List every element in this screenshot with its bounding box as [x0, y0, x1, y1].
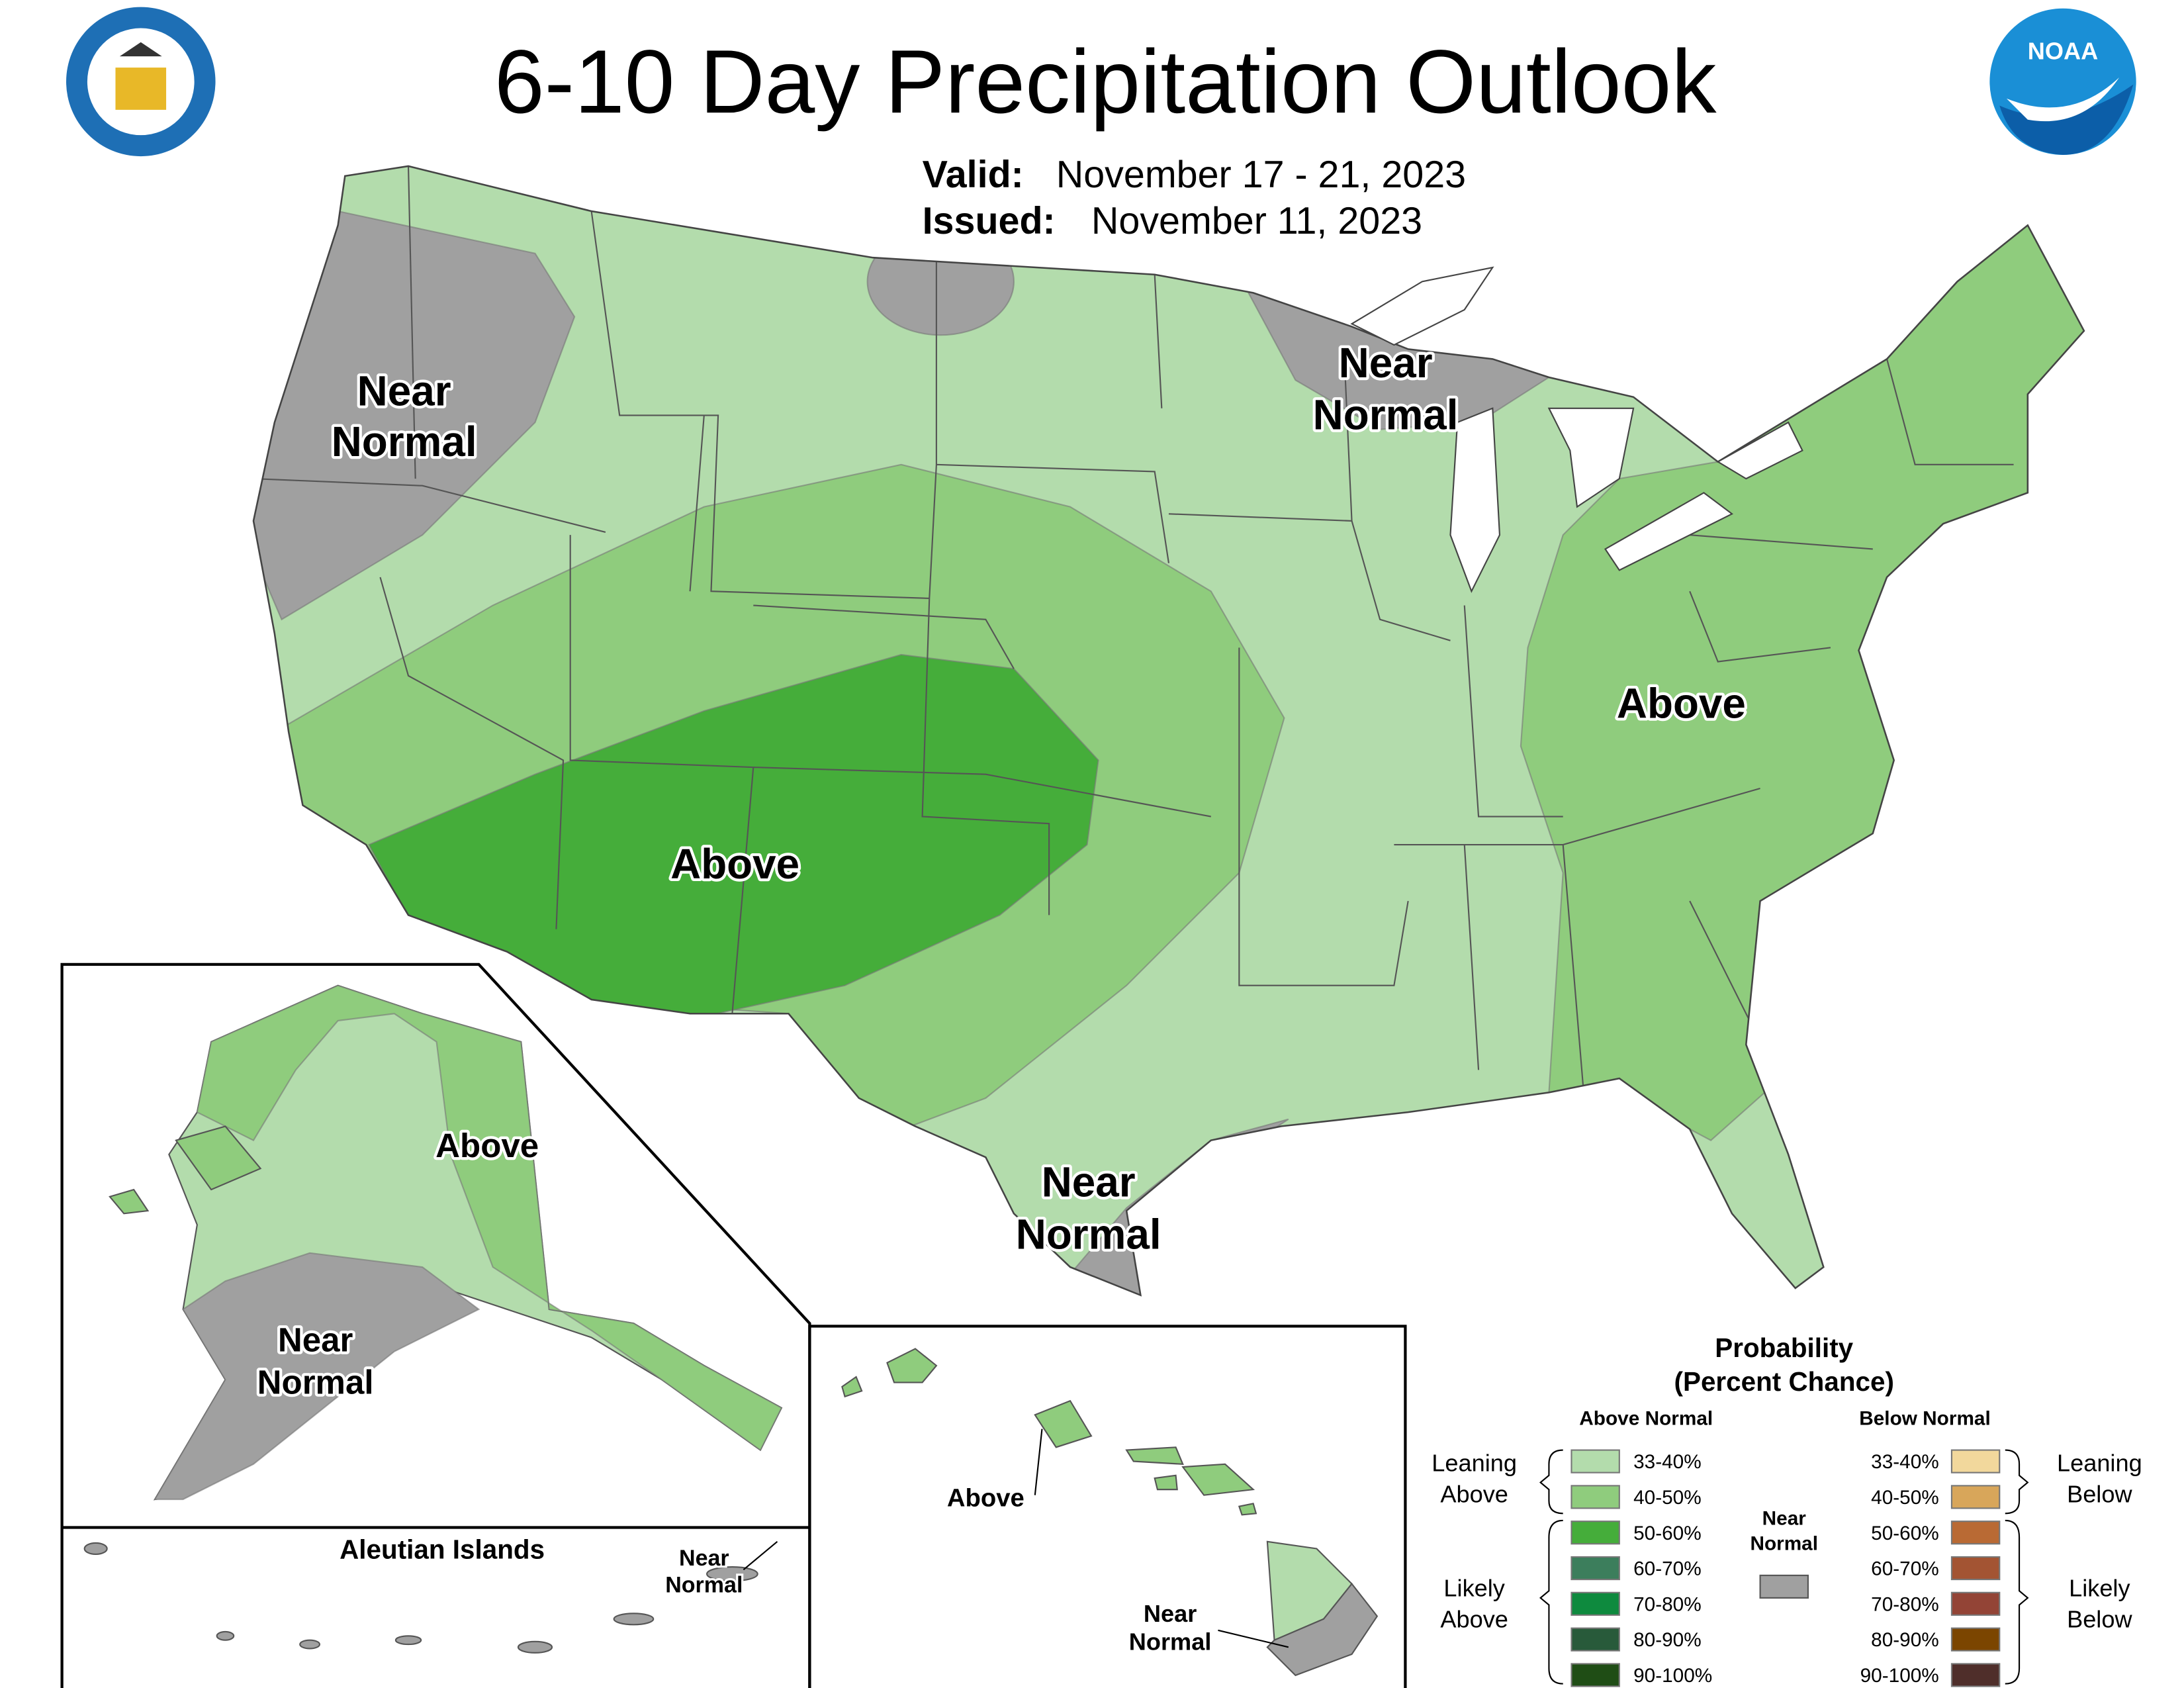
legend-title: Probability	[1715, 1333, 1853, 1363]
legend-group: Below	[2067, 1606, 2132, 1633]
conus-labels: Near Normal Near Normal Above Above Near…	[328, 336, 1749, 1261]
legend-brace	[1539, 1449, 2029, 1685]
legend-group: Likely	[1443, 1575, 1504, 1602]
region-label: Near	[278, 1321, 353, 1359]
noaa-text: NOAA	[2028, 37, 2098, 64]
legend-swatch	[1570, 1627, 1620, 1652]
legend-swatch	[1950, 1663, 2001, 1687]
legend-swatch	[1570, 1591, 1620, 1616]
legend-range: 80-90%	[1871, 1629, 1939, 1651]
region-label: Above	[670, 840, 799, 888]
legend-group: Below	[2067, 1480, 2132, 1507]
legend-heading: Below Normal	[1859, 1407, 1991, 1429]
legend-range: 90-100%	[1860, 1665, 1939, 1687]
aleutian-islands	[83, 1542, 758, 1654]
legend-range: 60-70%	[1633, 1558, 1702, 1580]
valid-dates: November 17 - 21, 2023	[1056, 154, 1466, 196]
region-label: Normal	[1129, 1628, 1212, 1656]
alaska	[109, 984, 783, 1501]
legend-swatch	[1570, 1485, 1620, 1509]
commerce-seal	[66, 7, 216, 157]
hawaii	[841, 1348, 1379, 1677]
issued-label: Issued:	[923, 200, 1056, 242]
hawaii-frame	[808, 1325, 1407, 1688]
region-label: Near	[679, 1546, 729, 1571]
legend-group: Likely	[2069, 1575, 2130, 1602]
legend-swatch	[1950, 1521, 2001, 1545]
legend-range: 33-40%	[1633, 1451, 1702, 1473]
conus	[253, 165, 2084, 1295]
legend: Probability (Percent Chance) Above Norma…	[1432, 1333, 2142, 1687]
legend-title: (Percent Chance)	[1674, 1366, 1894, 1397]
legend-swatch	[1570, 1449, 1620, 1474]
legend-group: Leaning	[1432, 1449, 1517, 1476]
region-label: Normal	[332, 418, 477, 465]
legend-swatch	[1570, 1556, 1620, 1581]
legend-group: Above	[1440, 1480, 1508, 1507]
legend-range: 70-80%	[1871, 1593, 1939, 1615]
legend-range: 70-80%	[1633, 1593, 1702, 1615]
great-lakes	[1350, 266, 1803, 593]
region-label: Above	[1617, 680, 1746, 727]
legend-range: 90-100%	[1633, 1665, 1712, 1687]
region-label: Normal	[665, 1572, 743, 1597]
legend-swatch	[1950, 1591, 2001, 1616]
region-label: Near	[357, 367, 451, 415]
region-label: Normal	[257, 1364, 374, 1401]
legend-swatch	[1570, 1663, 1620, 1687]
legend-range: 50-60%	[1871, 1523, 1939, 1544]
region-label: Near	[1042, 1158, 1136, 1206]
legend-range: 40-50%	[1871, 1487, 1939, 1509]
legend-swatch	[1950, 1485, 2001, 1509]
legend-swatch	[1950, 1627, 2001, 1652]
leader-line	[1034, 1429, 1289, 1648]
legend-swatch	[1759, 1574, 1809, 1599]
inset-title: Aleutian Islands	[340, 1534, 545, 1564]
legend-heading: Above Normal	[1579, 1407, 1713, 1429]
legend-swatch	[1950, 1449, 2001, 1474]
region-label: Normal	[1016, 1210, 1161, 1258]
region-label: Above	[435, 1127, 539, 1164]
legend-swatch	[1570, 1521, 1620, 1545]
valid-label: Valid:	[923, 154, 1024, 196]
legend-range: 60-70%	[1871, 1558, 1939, 1580]
legend-range: 80-90%	[1633, 1629, 1702, 1651]
region-label: Above	[947, 1484, 1024, 1513]
region-label: Near	[1339, 339, 1433, 387]
legend-label: Near	[1762, 1507, 1807, 1529]
legend-swatch	[1950, 1556, 2001, 1581]
title: 6-10 Day Precipitation Outlook	[494, 31, 1717, 132]
legend-group: Leaning	[2057, 1449, 2142, 1476]
legend-range: 50-60%	[1633, 1523, 1702, 1544]
legend-range: 33-40%	[1871, 1451, 1939, 1473]
noaa-logo: NOAA	[1989, 8, 2136, 155]
region-label: Normal	[1313, 391, 1459, 439]
legend-label: Normal	[1750, 1533, 1818, 1555]
region-label: Near	[1144, 1600, 1197, 1627]
issued-date: November 11, 2023	[1091, 200, 1422, 242]
leader-line	[743, 1540, 778, 1571]
legend-range: 40-50%	[1633, 1487, 1702, 1509]
legend-group: Above	[1440, 1606, 1508, 1633]
